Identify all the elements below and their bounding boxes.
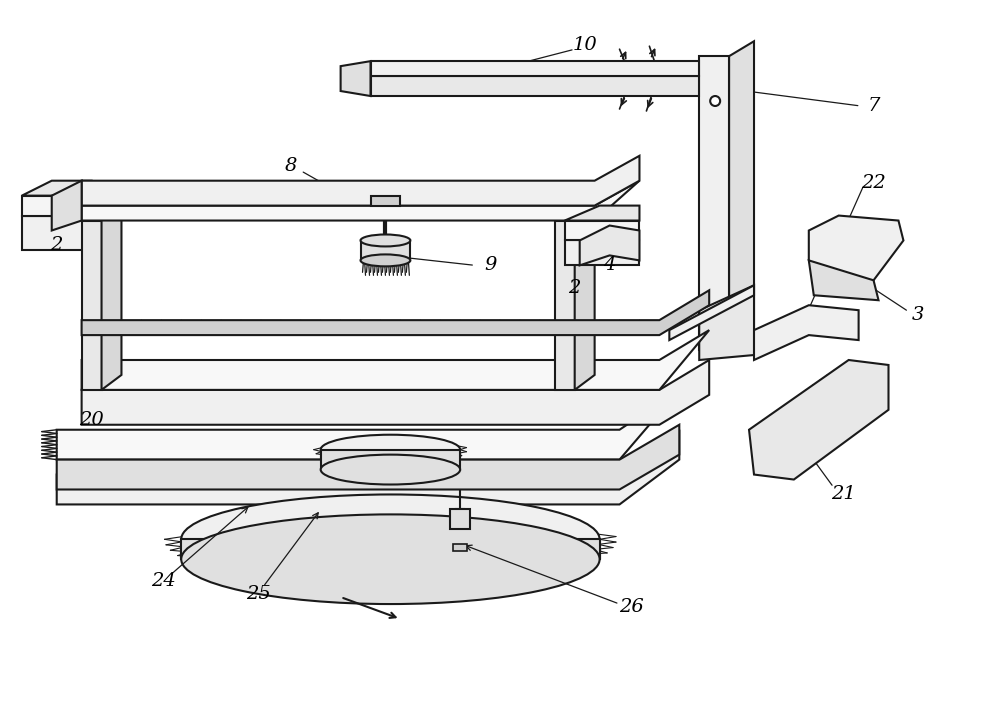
Polygon shape [52,180,82,231]
Polygon shape [57,430,679,505]
Polygon shape [82,330,709,390]
Text: 4: 4 [603,257,616,275]
Polygon shape [57,390,679,459]
Ellipse shape [361,234,410,247]
Polygon shape [565,206,639,221]
Text: 25: 25 [247,585,271,603]
Ellipse shape [710,96,720,106]
Polygon shape [565,240,639,265]
Text: 24: 24 [151,572,176,590]
Text: 21: 21 [831,485,856,503]
Ellipse shape [181,514,600,604]
Polygon shape [575,206,595,390]
Polygon shape [565,221,639,240]
Ellipse shape [321,435,460,464]
Polygon shape [22,180,92,196]
Polygon shape [181,539,600,559]
Text: 10: 10 [572,36,597,54]
Ellipse shape [361,255,410,266]
Text: 22: 22 [861,174,886,192]
Text: 2: 2 [569,279,581,297]
Polygon shape [82,180,639,221]
Polygon shape [57,425,679,490]
Text: 7: 7 [867,97,880,115]
Polygon shape [809,260,879,301]
Polygon shape [555,221,575,390]
Ellipse shape [181,495,600,584]
Polygon shape [699,285,754,360]
Polygon shape [82,156,639,206]
Text: 3: 3 [912,306,925,324]
Polygon shape [669,285,754,340]
Polygon shape [371,76,699,96]
Polygon shape [699,56,729,350]
Polygon shape [809,216,903,285]
Polygon shape [82,360,709,425]
Polygon shape [371,61,699,76]
Polygon shape [729,41,754,350]
Text: 26: 26 [619,598,644,616]
Polygon shape [749,360,888,480]
Polygon shape [361,240,410,260]
Polygon shape [371,196,400,206]
Polygon shape [453,544,467,551]
Polygon shape [580,226,639,265]
Polygon shape [82,221,102,390]
Polygon shape [341,61,371,96]
Polygon shape [82,290,709,335]
Polygon shape [22,196,92,216]
Text: 2: 2 [51,237,63,255]
Polygon shape [321,449,460,470]
Polygon shape [22,216,92,250]
Polygon shape [450,510,470,529]
Text: 20: 20 [79,411,104,429]
Text: 9: 9 [484,257,496,275]
Polygon shape [754,305,859,360]
Text: 8: 8 [285,157,297,175]
Polygon shape [102,206,121,390]
Ellipse shape [321,454,460,485]
